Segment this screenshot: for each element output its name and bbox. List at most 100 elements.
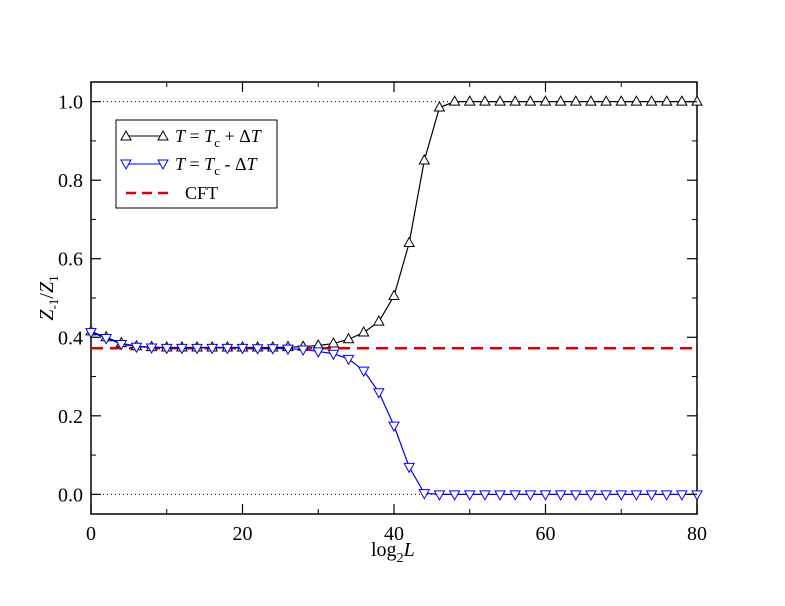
y-tick-label: 0.6 [58, 249, 83, 271]
data-point [327, 349, 340, 361]
data-point [448, 490, 461, 501]
data-point [691, 95, 703, 106]
y-axis-label: Z-1/Z1 [36, 275, 61, 320]
data-point [645, 95, 658, 106]
y-label-z2: Z [36, 281, 58, 293]
data-point [660, 490, 673, 501]
y-tick-label: 1.0 [58, 92, 83, 114]
data-point [615, 490, 628, 501]
legend-below-eq: = [185, 154, 204, 174]
y-label-z1: Z [36, 309, 58, 321]
legend-marker-below-1 [120, 159, 132, 171]
y-label-slash: / [36, 293, 58, 299]
legend-below-op: - Δ [220, 154, 247, 174]
data-point [569, 490, 582, 501]
data-point [539, 490, 552, 501]
data-point [176, 343, 188, 355]
data-point [585, 95, 597, 106]
legend-above-sub: c [214, 135, 220, 150]
data-point [569, 95, 582, 106]
legend-marker-above-2 [157, 129, 169, 141]
y-label-sub2: 1 [46, 275, 61, 282]
x-tick-label: 0 [86, 523, 96, 545]
data-point [554, 490, 567, 501]
data-point [615, 95, 628, 106]
legend-below-T: T [175, 154, 187, 174]
axis-ticks: 0 20 40 60 80 0.0 0.2 0.4 0.6 0.8 1.0 [58, 82, 707, 545]
legend-marker-above-1 [120, 129, 132, 141]
data-point [554, 95, 567, 106]
data-point [327, 337, 340, 348]
data-point [463, 490, 476, 501]
data-point [130, 342, 143, 354]
data-point [418, 489, 431, 500]
legend-marker-below-2 [157, 159, 169, 171]
data-point [100, 334, 112, 345]
data-point [373, 388, 385, 399]
series-layer [85, 95, 703, 501]
data-point [266, 344, 279, 355]
x-label-sub: 2 [397, 551, 404, 566]
data-point [524, 490, 537, 501]
x-tick-label: 40 [384, 523, 404, 545]
data-point [585, 490, 597, 501]
data-point [479, 95, 491, 106]
data-point [357, 366, 370, 378]
data-point [388, 421, 400, 433]
data-point [403, 462, 415, 474]
legend-below-T2: T [204, 154, 216, 174]
data-point [282, 344, 294, 356]
data-point [312, 347, 325, 358]
y-tick-label: 0.8 [58, 170, 83, 192]
legend-above-T3: T [251, 126, 263, 146]
data-point [509, 95, 522, 106]
legend-label-above: T = Tc + ΔT [175, 126, 263, 150]
series-1 [85, 328, 703, 501]
data-point [524, 95, 537, 106]
legend-above-eq: = [185, 126, 204, 146]
x-axis-label: log2L [371, 539, 415, 566]
y-label-sub1: -1 [46, 299, 61, 310]
legend-above-T: T [175, 126, 187, 146]
legend-below-sub: c [214, 163, 220, 178]
data-point [418, 154, 431, 165]
data-point [373, 315, 385, 326]
data-point [676, 490, 688, 501]
data-point [206, 343, 219, 355]
data-point [433, 490, 446, 501]
data-point [357, 326, 370, 337]
data-point [463, 95, 476, 106]
data-point [539, 95, 552, 106]
data-point [342, 332, 355, 344]
data-point [85, 328, 97, 339]
data-point [630, 95, 643, 106]
data-point [251, 344, 264, 355]
data-point [600, 490, 612, 501]
data-point [479, 490, 491, 501]
data-point [297, 345, 309, 356]
x-label-main: log [371, 539, 397, 561]
legend: T = Tc + ΔT T = Tc - ΔT CFT [115, 119, 278, 209]
legend-label-cft: CFT [185, 183, 218, 203]
data-point [403, 236, 415, 248]
data-point [433, 100, 446, 112]
data-point [388, 289, 400, 301]
data-point [494, 490, 506, 501]
y-tick-label: 0.4 [58, 327, 83, 349]
data-point [509, 490, 522, 501]
x-tick-label: 80 [687, 523, 707, 545]
data-point [630, 490, 643, 501]
data-point [236, 343, 249, 355]
x-label-var: L [403, 539, 415, 561]
data-point [448, 95, 461, 106]
data-point [160, 343, 173, 355]
data-point [676, 95, 688, 106]
x-tick-label: 60 [536, 523, 556, 545]
data-point [494, 95, 506, 106]
series-line-1 [90, 331, 697, 495]
data-point [660, 95, 673, 106]
legend-above-T2: T [204, 126, 216, 146]
data-point [191, 343, 203, 355]
data-point [145, 343, 158, 355]
